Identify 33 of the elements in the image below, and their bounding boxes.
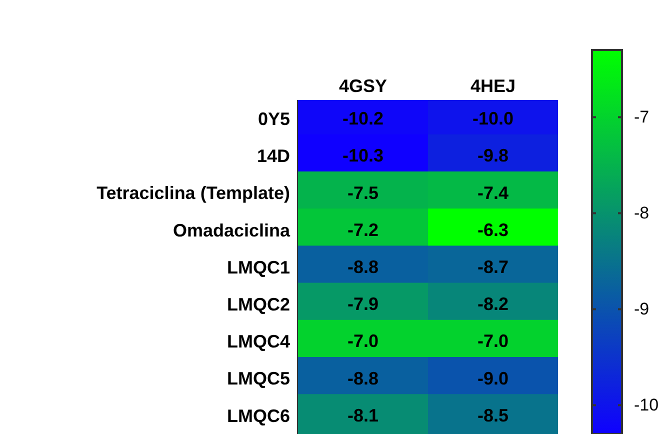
data-label: -7.0 xyxy=(477,331,509,352)
data-label: -10.2 xyxy=(342,108,384,129)
data-label: -9.8 xyxy=(477,146,509,166)
y-tick-label: Tetraciclina (Template) xyxy=(96,183,290,204)
y-tick-label: 0Y5 xyxy=(258,108,290,129)
data-label: -8.7 xyxy=(477,257,509,277)
data-label: -7.5 xyxy=(347,182,379,203)
y-tick-label: 14D xyxy=(256,146,290,166)
color-bar-label: -7 xyxy=(634,108,650,127)
y-tick-label: LMQC6 xyxy=(227,406,290,426)
color-bar-label: -10 xyxy=(634,396,659,415)
data-label: -7.2 xyxy=(347,220,379,240)
data-label: -10.3 xyxy=(342,146,384,166)
data-label: -7.0 xyxy=(347,331,379,352)
data-label: -7.4 xyxy=(477,182,509,203)
y-tick-label: LMQC1 xyxy=(227,257,290,278)
x-tick-label: 4HEJ xyxy=(470,76,516,96)
y-tick-label: LMQC2 xyxy=(227,294,290,314)
y-tick-label: LMQC4 xyxy=(227,332,290,352)
y-tick-label: LMQC5 xyxy=(227,368,290,389)
data-label: -7.9 xyxy=(347,294,379,314)
data-label: -8.2 xyxy=(477,294,509,314)
data-label: -6.3 xyxy=(477,220,509,240)
data-label: -8.1 xyxy=(347,405,379,426)
color-bar-label: -8 xyxy=(634,204,650,223)
y-tick-label: Omadaciclina xyxy=(172,220,291,240)
x-tick-label: 4GSY xyxy=(338,76,388,96)
data-label: -8.8 xyxy=(347,257,379,277)
data-label: -10.0 xyxy=(472,108,514,129)
color-bar-label: -9 xyxy=(634,300,650,319)
data-label: -8.8 xyxy=(347,368,379,388)
data-label: -8.5 xyxy=(477,405,509,426)
data-label: -9.0 xyxy=(477,368,509,388)
